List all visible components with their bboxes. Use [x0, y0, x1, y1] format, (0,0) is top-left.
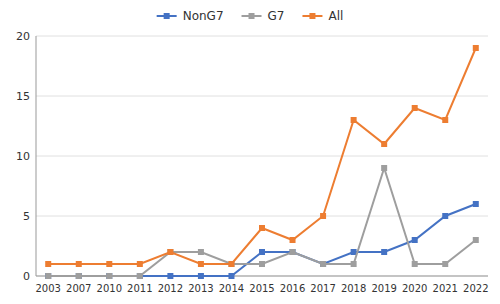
marker [412, 261, 418, 267]
y-tick-label: 20 [16, 30, 30, 43]
legend-label: All [328, 9, 343, 23]
series [45, 165, 479, 279]
marker [228, 261, 234, 267]
marker [351, 117, 357, 123]
marker [473, 201, 479, 207]
series [45, 45, 479, 267]
chart: 0 5 10 15 20 2003 2007 2010 2011 2012 2013 2014 2015… [0, 0, 500, 304]
marker [137, 273, 143, 279]
series-line [48, 48, 476, 264]
marker [76, 273, 82, 279]
marker [259, 261, 265, 267]
x-tick-label: 2014 [219, 283, 244, 294]
marker [45, 273, 51, 279]
x-axis: 2003 2007 2010 2011 2012 2013 2014 2015 2016 2017… [35, 283, 488, 294]
marker [381, 165, 387, 171]
marker [442, 117, 448, 123]
marker [198, 273, 204, 279]
marker [198, 249, 204, 255]
x-tick-label: 2007 [66, 283, 91, 294]
marker [198, 261, 204, 267]
x-tick-label: 2017 [310, 283, 335, 294]
marker [106, 273, 112, 279]
marker [76, 273, 82, 279]
marker [45, 261, 51, 267]
marker [320, 261, 326, 267]
page: {"chart_data": {"type": "line", "categor… [0, 0, 500, 304]
legend-marker [309, 13, 315, 19]
y-tick-label: 0 [23, 270, 30, 283]
marker [290, 249, 296, 255]
x-tick-label: 2010 [97, 283, 122, 294]
marker [259, 249, 265, 255]
marker [259, 225, 265, 231]
legend-label: G7 [268, 9, 285, 23]
y-axis-line [36, 36, 37, 276]
marker [290, 249, 296, 255]
marker [106, 261, 112, 267]
x-tick-label: 2016 [280, 283, 305, 294]
x-tick-label: 2015 [249, 283, 274, 294]
marker [351, 249, 357, 255]
marker [381, 141, 387, 147]
y-tick-label: 10 [16, 150, 30, 163]
series-line [48, 168, 476, 276]
grid-line [36, 216, 488, 217]
marker [76, 261, 82, 267]
x-tick-label: 2021 [433, 283, 458, 294]
legend-item: All [302, 9, 343, 23]
x-tick-label: 2012 [158, 283, 183, 294]
series [45, 201, 479, 279]
y-tick-label: 15 [16, 90, 30, 103]
marker [137, 273, 143, 279]
marker [473, 237, 479, 243]
marker [137, 261, 143, 267]
marker [106, 273, 112, 279]
series-line [48, 204, 476, 276]
legend-item: NonG7 [157, 9, 224, 23]
x-tick-label: 2013 [188, 283, 213, 294]
marker [228, 261, 234, 267]
marker [381, 249, 387, 255]
marker [473, 45, 479, 51]
y-tick-label: 5 [23, 210, 30, 223]
x-tick-label: 2011 [127, 283, 152, 294]
grid-line [36, 96, 488, 97]
legend-marker [249, 13, 255, 19]
marker [45, 273, 51, 279]
marker [442, 261, 448, 267]
grid-line [36, 36, 488, 37]
marker [351, 261, 357, 267]
marker [167, 249, 173, 255]
marker [412, 105, 418, 111]
grid-line [36, 156, 488, 157]
legend-label: NonG7 [183, 9, 224, 23]
x-tick-label: 2018 [341, 283, 366, 294]
legend-item: G7 [242, 9, 285, 23]
marker [228, 273, 234, 279]
x-tick-label: 2019 [371, 283, 396, 294]
x-tick-label: 2022 [463, 283, 488, 294]
marker [167, 249, 173, 255]
marker [290, 237, 296, 243]
marker [167, 273, 173, 279]
marker [320, 213, 326, 219]
chart-container: 0 5 10 15 20 2003 2007 2010 2011 2012 2013 2014 2015… [0, 0, 500, 304]
legend: NonG7 G7 All [157, 9, 344, 23]
marker [412, 237, 418, 243]
plot-area [45, 45, 479, 279]
legend-marker [164, 13, 170, 19]
y-axis: 0 5 10 15 20 [16, 30, 488, 283]
x-tick-label: 2020 [402, 283, 427, 294]
x-tick-label: 2003 [35, 283, 60, 294]
marker [442, 213, 448, 219]
marker [320, 261, 326, 267]
